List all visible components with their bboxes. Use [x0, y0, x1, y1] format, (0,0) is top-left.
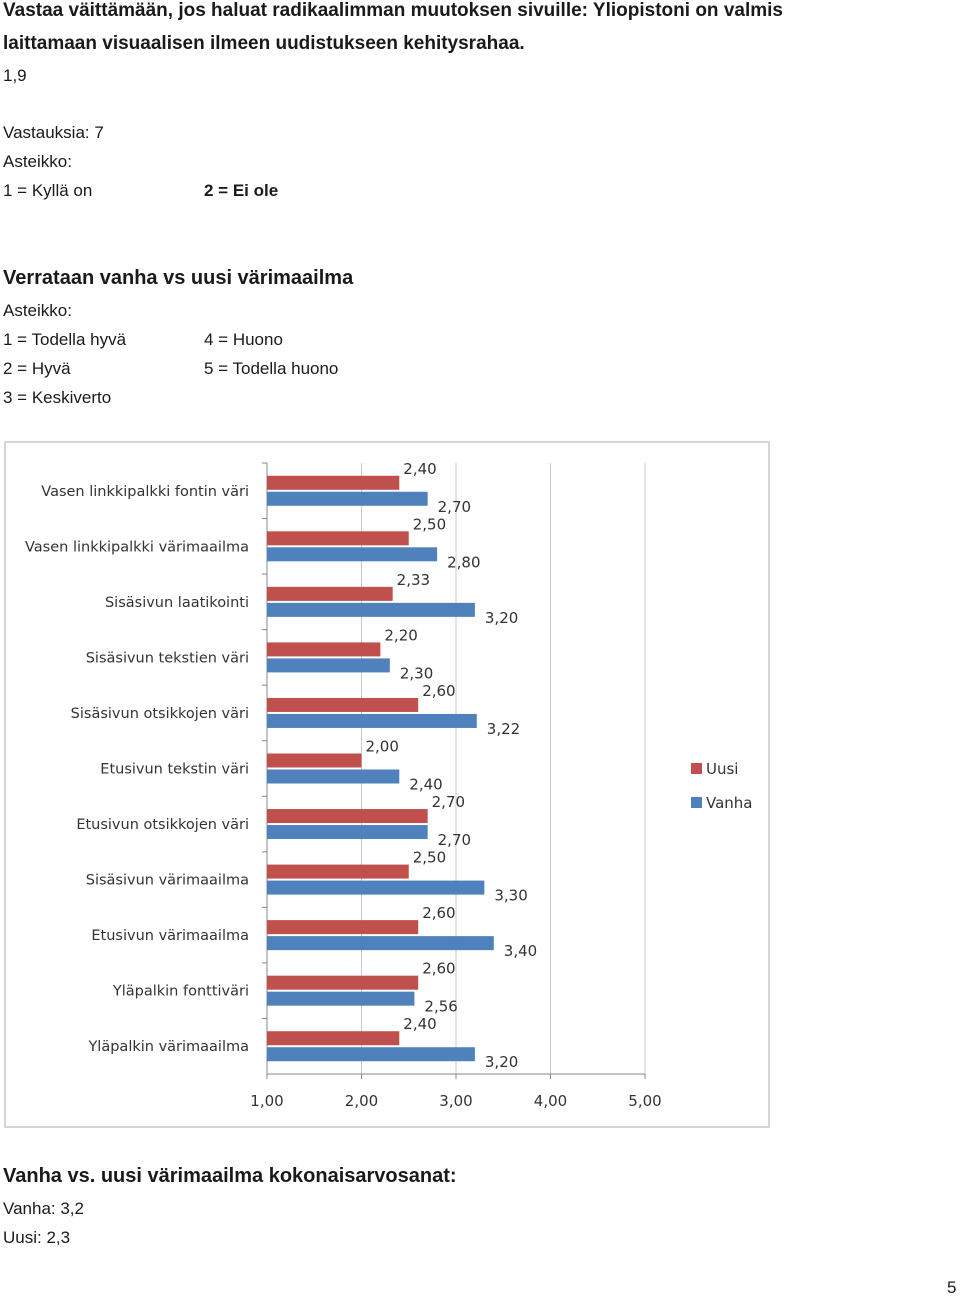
- bar-vanha: [267, 769, 400, 784]
- data-label-uusi: 2,60: [422, 904, 455, 922]
- category-label: Vasen linkkipalkki fontin väri: [41, 484, 249, 500]
- category-label: Sisäsivun laatikointi: [105, 595, 249, 611]
- bar-vanha: [267, 825, 428, 840]
- category-label: Vasen linkkipalkki värimaailma: [25, 539, 249, 555]
- scale-option-1: 1 = Kyllä on: [3, 181, 93, 200]
- data-label-uusi: 2,40: [403, 1015, 436, 1033]
- legend-swatch-uusi: [691, 763, 702, 774]
- bar-vanha: [267, 880, 485, 895]
- responses-count: Vastauksia: 7: [3, 123, 104, 142]
- comparison-scale-2: 2 = Hyvä: [3, 359, 71, 378]
- category-label: Sisäsivun värimaailma: [86, 873, 249, 889]
- bar-uusi: [267, 586, 393, 601]
- bar-vanha: [267, 491, 428, 506]
- data-label-vanha: 3,20: [485, 1053, 518, 1071]
- comparison-title: Verrataan vanha vs uusi värimaailma: [3, 267, 354, 289]
- data-label-uusi: 2,20: [384, 626, 417, 644]
- bar-vanha: [267, 547, 438, 562]
- bar-uusi: [267, 642, 381, 657]
- data-label-uusi: 2,60: [422, 960, 455, 978]
- category-label: Yläpalkin fonttiväri: [112, 984, 249, 1000]
- summary-title: Vanha vs. uusi värimaailma kokonaisarvos…: [3, 1165, 457, 1187]
- summary-old: Vanha: 3,2: [3, 1199, 84, 1218]
- page-number: 5: [947, 1278, 957, 1297]
- data-label-vanha: 3,30: [494, 887, 527, 905]
- comparison-scale-4: 4 = Huono: [204, 330, 283, 349]
- category-label: Yläpalkin värimaailma: [87, 1039, 249, 1055]
- x-tick-label: 2,00: [345, 1092, 378, 1110]
- scale-option-2: 2 = Ei ole: [204, 181, 279, 200]
- bar-uusi: [267, 753, 362, 768]
- data-label-vanha: 2,70: [438, 831, 471, 849]
- bar-uusi: [267, 1031, 400, 1046]
- data-label-vanha: 3,22: [487, 720, 520, 738]
- comparison-scale-5: 5 = Todella huono: [204, 359, 339, 378]
- data-label-uusi: 2,40: [403, 460, 436, 478]
- data-label-vanha: 2,70: [438, 498, 471, 516]
- x-tick-label: 1,00: [250, 1092, 283, 1110]
- comparison-scale-label: Asteikko:: [3, 301, 72, 320]
- summary-new: Uusi: 2,3: [3, 1228, 71, 1247]
- bar-chart: 1,00 2,00 3,00 4,00 5,00 Vasen linkkipalkki f…: [4, 441, 770, 1128]
- bar-uusi: [267, 809, 428, 824]
- legend-label-uusi: Uusi: [706, 760, 738, 778]
- bar-vanha: [267, 713, 477, 728]
- x-tick-label: 4,00: [534, 1092, 567, 1110]
- data-label-uusi: 2,60: [422, 682, 455, 700]
- data-label-vanha: 2,56: [424, 998, 457, 1016]
- legend-label-vanha: Vanha: [706, 794, 753, 812]
- bar-vanha: [267, 1047, 475, 1062]
- question-average: 1,9: [3, 66, 27, 85]
- legend-swatch-vanha: [691, 797, 702, 808]
- bar-chart-svg: 1,00 2,00 3,00 4,00 5,00 Vasen linkkipalkki f…: [25, 460, 753, 1110]
- data-label-vanha: 3,20: [485, 609, 518, 627]
- x-tick-label: 5,00: [628, 1092, 661, 1110]
- bar-vanha: [267, 991, 415, 1006]
- bar-uusi: [267, 531, 409, 546]
- bar-uusi: [267, 920, 419, 935]
- bar-vanha: [267, 936, 494, 951]
- category-label: Etusivun otsikkojen väri: [76, 817, 249, 833]
- data-label-vanha: 2,80: [447, 553, 480, 571]
- comparison-scale-1: 1 = Todella hyvä: [3, 330, 127, 349]
- x-tick-label: 3,00: [439, 1092, 472, 1110]
- data-label-uusi: 2,00: [366, 738, 399, 756]
- bar-uusi: [267, 697, 419, 712]
- data-label-vanha: 2,40: [409, 776, 442, 794]
- bar-vanha: [267, 602, 475, 617]
- question-heading-line2: laittamaan visuaalisen ilmeen uudistukse…: [3, 33, 525, 54]
- category-label: Etusivun tekstin väri: [100, 762, 249, 778]
- bar-uusi: [267, 475, 400, 490]
- bar-vanha: [267, 658, 390, 673]
- data-label-uusi: 2,50: [413, 515, 446, 533]
- data-label-uusi: 2,33: [397, 571, 430, 589]
- data-label-uusi: 2,70: [432, 793, 465, 811]
- data-label-vanha: 3,40: [504, 942, 537, 960]
- bar-uusi: [267, 864, 409, 879]
- bar-uusi: [267, 975, 419, 990]
- category-label: Etusivun värimaailma: [91, 928, 249, 944]
- question-heading-line1: Vastaa väittämään, jos haluat radikaalim…: [3, 0, 783, 21]
- data-label-vanha: 2,30: [400, 664, 433, 682]
- comparison-scale-3: 3 = Keskiverto: [3, 388, 112, 407]
- scale-label: Asteikko:: [3, 152, 72, 171]
- category-label: Sisäsivun otsikkojen väri: [71, 706, 249, 722]
- category-label: Sisäsivun tekstien väri: [86, 650, 249, 666]
- data-label-uusi: 2,50: [413, 849, 446, 867]
